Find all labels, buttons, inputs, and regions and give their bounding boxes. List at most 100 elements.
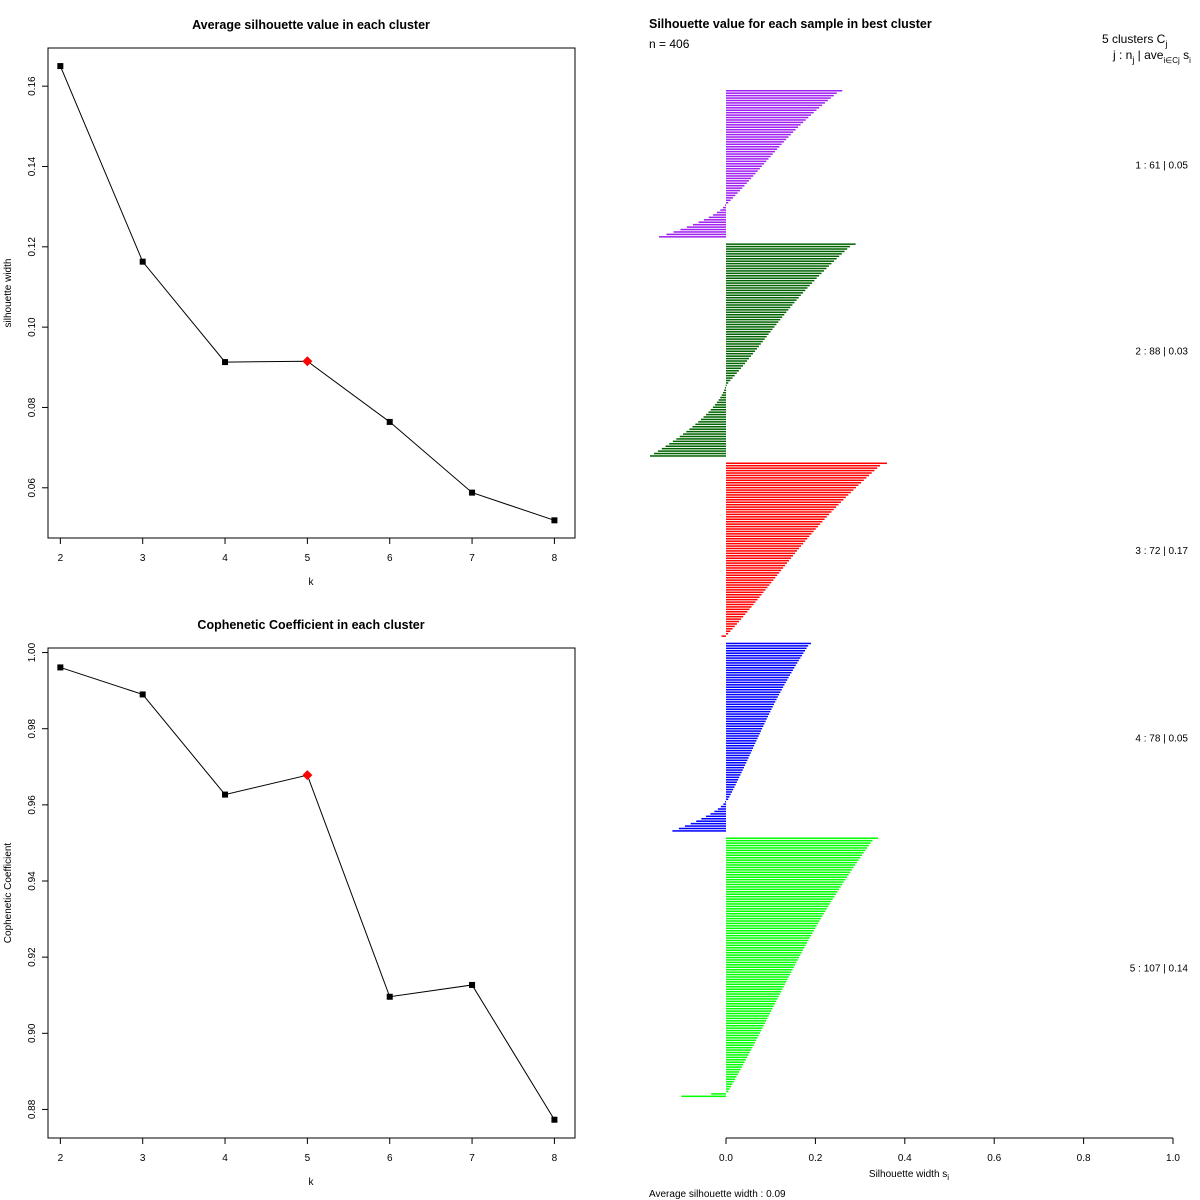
silhouette-bar: [726, 759, 748, 762]
x-tick-label: 6: [387, 553, 393, 564]
silhouette-bar: [726, 939, 809, 942]
silhouette-bar: [726, 513, 830, 516]
silhouette-bar: [726, 688, 782, 691]
silhouette-bar: [726, 518, 825, 521]
silhouette-bar: [726, 749, 752, 752]
silhouette-bar: [726, 934, 812, 937]
silhouette-bar: [726, 323, 777, 326]
silhouette-bar: [726, 90, 843, 92]
silhouette-bar: [726, 971, 792, 973]
y-tick-label: 0.14: [27, 156, 38, 176]
silhouette-bar: [726, 584, 770, 586]
silhouette-bar: [726, 150, 775, 153]
silhouette-bar: [723, 206, 726, 209]
silhouette-bar: [726, 715, 768, 718]
silhouette-bar: [726, 947, 805, 949]
silhouette-bar: [726, 160, 767, 163]
silhouette-bar: [726, 202, 729, 204]
silhouette-bar: [726, 360, 748, 362]
silhouette-bar: [726, 506, 837, 508]
silhouette-bar: [726, 1015, 769, 1017]
silhouette-bar: [726, 735, 759, 737]
silhouette-bar: [726, 1051, 750, 1054]
silhouette-bar: [726, 275, 820, 277]
silhouette-bar: [726, 477, 867, 479]
sample-count: n = 406: [649, 37, 690, 51]
silhouette-bar: [720, 396, 726, 399]
silhouette-bar: [681, 1095, 726, 1098]
silhouette-bar: [726, 1088, 730, 1090]
silhouette-bar: [726, 1080, 734, 1083]
x-tick-label: 0.6: [987, 1153, 1001, 1164]
data-point: [386, 418, 393, 425]
cluster-label: 5 : 107 | 0.14: [1130, 964, 1189, 975]
silhouette-bar: [726, 102, 825, 104]
y-tick-label: 0.10: [27, 317, 38, 337]
silhouette-bar: [726, 335, 767, 338]
silhouette-bar: [726, 1003, 775, 1005]
silhouette-bar: [726, 467, 878, 469]
silhouette-bar: [726, 1083, 733, 1085]
silhouette-bar: [726, 367, 741, 370]
silhouette-bar: [669, 443, 726, 445]
silhouette-bar: [726, 97, 831, 99]
silhouette-bar: [726, 878, 846, 881]
silhouette-bar: [726, 937, 810, 939]
silhouette-bar: [683, 433, 726, 435]
silhouette-bar: [726, 533, 812, 535]
silhouette-bar: [726, 664, 796, 667]
silhouette-bar: [726, 662, 798, 664]
cluster-label: 3 : 72 | 0.17: [1135, 546, 1188, 557]
silhouette-bar: [726, 703, 775, 706]
x-tick-label: 0.2: [808, 1153, 822, 1164]
silhouette-bar: [696, 820, 726, 822]
x-tick-label: 8: [552, 1153, 558, 1164]
silhouette-bar: [726, 949, 803, 951]
silhouette-bar: [726, 842, 871, 844]
silhouette-bar: [726, 1068, 741, 1071]
silhouette-bar: [716, 211, 726, 214]
silhouette-bar: [726, 501, 841, 503]
x-tick-label: 8: [552, 553, 558, 564]
silhouette-bar: [726, 718, 767, 720]
silhouette-bar: [726, 572, 780, 574]
silhouette-bar: [726, 1027, 763, 1029]
cluster-label: 4 : 78 | 0.05: [1135, 734, 1188, 745]
silhouette-bar: [692, 426, 726, 428]
silhouette-bar: [726, 788, 734, 791]
silhouette-bar: [726, 126, 799, 129]
silhouette-bar: [726, 525, 818, 528]
silhouette-bar: [726, 199, 731, 202]
silhouette-bar: [726, 326, 775, 328]
silhouette-bar: [726, 538, 808, 540]
silhouette-bar: [711, 1093, 726, 1095]
silhouette-bar: [726, 119, 806, 121]
silhouette-bar: [726, 744, 755, 747]
silhouette-bar: [726, 1042, 755, 1044]
plot-frame: [47, 647, 576, 1139]
silhouette-bar: [726, 345, 759, 348]
silhouette-bar: [726, 671, 792, 674]
silhouette-bar: [726, 730, 761, 732]
silhouette-bar: [726, 486, 856, 489]
silhouette-bar: [725, 387, 727, 389]
silhouette-bar: [689, 428, 726, 430]
silhouette-bar: [726, 245, 850, 248]
silhouette-bar: [726, 348, 757, 350]
silhouette-bar: [726, 930, 814, 932]
silhouette-bar: [726, 499, 844, 501]
silhouette-bar: [726, 737, 758, 740]
x-tick-label: 7: [469, 1153, 475, 1164]
silhouette-bar: [726, 839, 873, 842]
highlight-point: [302, 770, 313, 781]
silhouette-bar: [726, 698, 777, 701]
silhouette-bar: [726, 1044, 754, 1046]
silhouette-bar: [726, 243, 856, 245]
silhouette-bar: [726, 727, 763, 730]
silhouette-bar: [726, 976, 789, 978]
silhouette-bar: [726, 111, 814, 114]
y-tick-label: 0.12: [27, 237, 38, 257]
silhouette-bar: [666, 233, 726, 236]
silhouette-bar: [726, 701, 776, 703]
silhouette-bar: [726, 628, 733, 630]
